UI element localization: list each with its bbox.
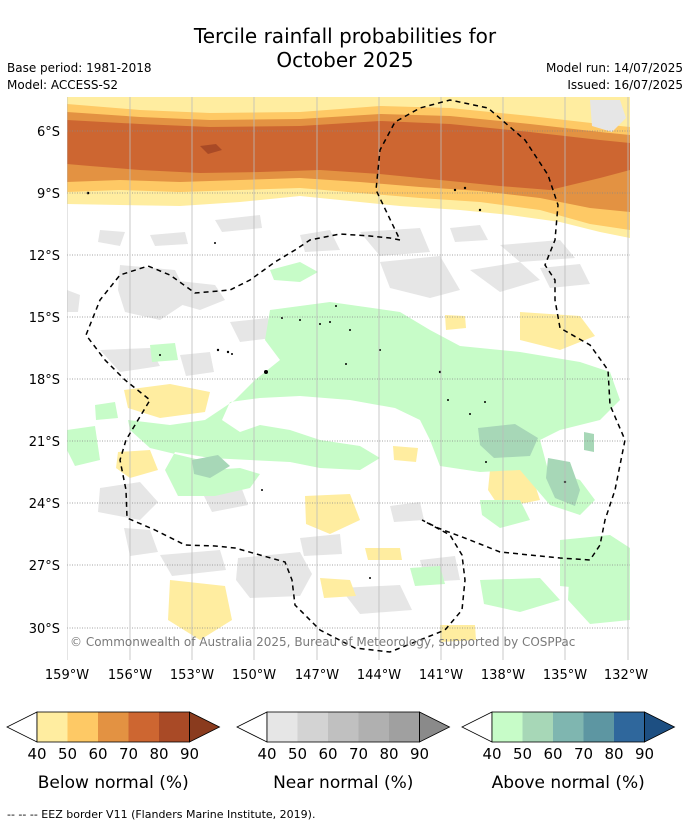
colorbar-title: Above normal (%) bbox=[492, 773, 645, 793]
above-normal-areas bbox=[67, 262, 630, 624]
colorbar-segment bbox=[67, 712, 98, 742]
colorbar-above-normal: 40 50 60 70 80 90 Above normal (%) bbox=[461, 711, 676, 793]
colorbar-tick-label: 40 bbox=[27, 745, 46, 763]
colorbar-segment bbox=[328, 712, 359, 742]
lon-label: 132°W bbox=[604, 668, 648, 683]
colorbar-tick-label: 50 bbox=[513, 745, 532, 763]
eez-border bbox=[85, 99, 626, 653]
lon-label: 147°W bbox=[295, 668, 339, 683]
model-run: Model run: 14/07/2025 bbox=[545, 61, 683, 75]
colorbar-tick-label: 60 bbox=[543, 745, 562, 763]
colorbar-tick-label: 80 bbox=[604, 745, 623, 763]
colorbar-frame bbox=[36, 711, 190, 743]
colorbar-tick-label: 80 bbox=[379, 745, 398, 763]
lat-label: 18°S bbox=[29, 373, 60, 388]
colorbar-extend-low bbox=[6, 711, 38, 743]
lon-label: 150°W bbox=[232, 668, 276, 683]
colorbar-tick-label: 70 bbox=[119, 745, 138, 763]
colorbar-extend-high bbox=[189, 711, 221, 743]
colorbar-tick-label: 40 bbox=[257, 745, 276, 763]
base-period: Base period: 1981-2018 bbox=[7, 61, 152, 75]
colorbar-segment bbox=[522, 712, 553, 742]
lat-label: 27°S bbox=[29, 559, 60, 574]
colorbar-segment bbox=[553, 712, 584, 742]
meta-right: Model run: 14/07/2025 Issued: 16/07/2025 bbox=[546, 60, 683, 94]
colorbar-extend-high bbox=[644, 711, 676, 743]
lon-label: 156°W bbox=[108, 668, 152, 683]
eez-footnote: -- -- -- EEZ border V11 (Flanders Marine… bbox=[7, 808, 316, 821]
colorbar-title: Below normal (%) bbox=[38, 773, 189, 793]
lon-label: 135°W bbox=[543, 668, 587, 683]
colorbar-segment bbox=[37, 712, 68, 742]
model-name: Model: ACCESS-S2 bbox=[7, 78, 119, 92]
colorbar-tick-label: 90 bbox=[635, 745, 654, 763]
issued-date: Issued: 16/07/2025 bbox=[567, 78, 683, 92]
colorbar-segment bbox=[297, 712, 328, 742]
colorbar-segment bbox=[267, 712, 298, 742]
lon-label: 153°W bbox=[170, 668, 214, 683]
graticule bbox=[67, 97, 630, 660]
colorbar-tick-label: 90 bbox=[180, 745, 199, 763]
lat-label: 15°S bbox=[29, 311, 60, 326]
lon-label: 144°W bbox=[357, 668, 401, 683]
colorbar-tick-label: 60 bbox=[318, 745, 337, 763]
colorbar-tick-label: 80 bbox=[149, 745, 168, 763]
colorbar-extend-low bbox=[236, 711, 268, 743]
colorbar-segment bbox=[614, 712, 645, 742]
lat-label: 24°S bbox=[29, 497, 60, 512]
meta-left: Base period: 1981-2018 Model: ACCESS-S2 bbox=[7, 60, 152, 94]
colorbar-segment bbox=[159, 712, 190, 742]
colorbar-segment bbox=[492, 712, 523, 742]
lat-label: 9°S bbox=[37, 187, 60, 202]
colorbar-frame bbox=[491, 711, 645, 743]
lon-label: 138°W bbox=[481, 668, 525, 683]
colorbar-tick-label: 70 bbox=[574, 745, 593, 763]
colorbar-tick-label: 50 bbox=[58, 745, 77, 763]
colorbar-tick-label: 50 bbox=[288, 745, 307, 763]
colorbar-near-normal: 40 50 60 70 80 90 Near normal (%) bbox=[236, 711, 451, 793]
title-line-1: Tercile rainfall probabilities for bbox=[193, 24, 497, 48]
title-line-2: October 2025 bbox=[276, 48, 414, 72]
lon-label: 141°W bbox=[419, 668, 463, 683]
colorbar-tick-label: 70 bbox=[349, 745, 368, 763]
colorbar-segment bbox=[358, 712, 389, 742]
colorbar-tick-label: 40 bbox=[482, 745, 501, 763]
colorbar-below-normal: 40 50 60 70 80 90 Below normal (%) bbox=[6, 711, 221, 793]
colorbar-extend-low bbox=[461, 711, 493, 743]
colorbar-segment bbox=[583, 712, 614, 742]
colorbar-tick-label: 90 bbox=[410, 745, 429, 763]
lat-label: 6°S bbox=[37, 125, 60, 140]
colorbar-segment bbox=[128, 712, 159, 742]
below-normal-band-70 bbox=[67, 120, 630, 190]
colorbar-segment bbox=[98, 712, 129, 742]
colorbar-title: Near normal (%) bbox=[273, 773, 413, 793]
below-normal-band-80 bbox=[200, 144, 222, 154]
colorbar-segment bbox=[389, 712, 420, 742]
colorbar-extend-high bbox=[419, 711, 451, 743]
near-normal-patches bbox=[67, 100, 626, 614]
lat-axis-labels: 6°S 9°S 12°S 15°S 18°S 21°S 24°S 27°S 30… bbox=[29, 125, 60, 637]
colorbar-tick-label: 60 bbox=[88, 745, 107, 763]
map-panel: © Commonwealth of Australia 2025, Bureau… bbox=[67, 97, 630, 660]
colorbar-frame bbox=[266, 711, 420, 743]
lon-label: 159°W bbox=[45, 668, 89, 683]
copyright-notice: © Commonwealth of Australia 2025, Bureau… bbox=[70, 635, 575, 649]
lat-label: 21°S bbox=[29, 435, 60, 450]
lon-axis-labels: 159°W 156°W 153°W 150°W 147°W 144°W 141°… bbox=[45, 668, 648, 683]
map-title: Tercile rainfall probabilities for Octob… bbox=[0, 24, 690, 72]
lat-label: 30°S bbox=[29, 622, 60, 637]
lat-label: 12°S bbox=[29, 249, 60, 264]
